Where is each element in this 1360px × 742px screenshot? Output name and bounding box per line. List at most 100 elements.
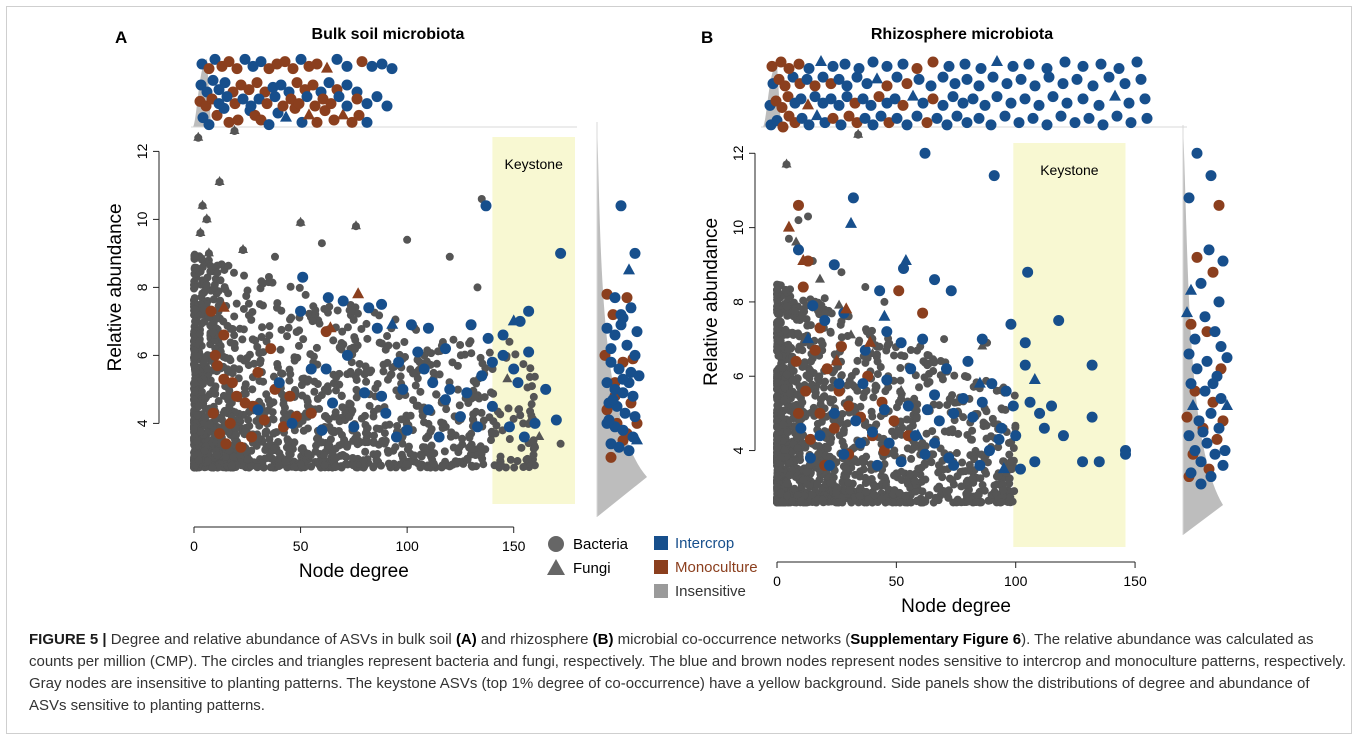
data-point-insensitive	[919, 498, 928, 507]
data-point-insensitive	[774, 317, 783, 326]
top-point	[941, 119, 953, 131]
data-point-insensitive	[773, 443, 782, 452]
top-point	[817, 71, 829, 83]
data-point-fungi-insensitive	[853, 128, 864, 138]
data-point-fungi-insensitive	[834, 299, 845, 309]
top-point	[1093, 99, 1105, 111]
data-point-insensitive	[455, 401, 464, 410]
right-point-intercrop	[629, 247, 641, 259]
data-point-insensitive	[272, 428, 281, 437]
data-point-insensitive	[793, 491, 802, 500]
data-point-insensitive	[448, 460, 457, 469]
caption-ref-a: (A)	[455, 631, 477, 648]
data-point-insensitive	[383, 358, 392, 367]
data-point-insensitive	[827, 309, 836, 318]
data-point-insensitive	[936, 371, 945, 380]
data-point-insensitive	[516, 411, 525, 420]
data-point-insensitive	[859, 458, 868, 467]
top-point	[255, 114, 267, 126]
data-point-insensitive	[527, 400, 536, 409]
data-point-intercrop	[327, 397, 339, 409]
top-point	[1095, 58, 1107, 70]
data-point-insensitive	[776, 336, 785, 345]
data-point-insensitive	[409, 369, 418, 378]
data-point-insensitive	[890, 486, 899, 495]
data-point-insensitive	[340, 452, 349, 461]
data-point-insensitive	[773, 401, 782, 410]
data-point-monoculture	[220, 438, 232, 450]
data-point-intercrop	[881, 326, 893, 338]
data-point-insensitive	[825, 395, 834, 404]
data-point-monoculture	[888, 415, 900, 427]
data-point-intercrop	[397, 383, 409, 395]
data-point-insensitive	[496, 452, 505, 461]
top-point	[833, 99, 845, 111]
top-point	[301, 91, 313, 103]
data-point-insensitive	[923, 350, 932, 359]
data-point-monoculture-fungi	[840, 302, 853, 314]
data-point-insensitive	[252, 441, 261, 450]
data-point-insensitive	[426, 427, 435, 436]
data-point-insensitive	[819, 383, 828, 392]
top-point	[269, 91, 281, 103]
data-point-insensitive	[837, 317, 846, 326]
data-point-insensitive	[317, 438, 326, 447]
top-point	[967, 93, 979, 105]
data-point-insensitive	[902, 477, 911, 486]
data-point-insensitive	[906, 346, 915, 355]
data-point-insensitive	[268, 414, 277, 423]
data-point-insensitive	[381, 345, 390, 354]
top-point	[309, 100, 321, 112]
data-point-insensitive	[782, 370, 791, 379]
top-point	[766, 60, 778, 72]
data-point-insensitive	[794, 216, 803, 225]
data-point-insensitive	[839, 442, 848, 451]
top-point	[857, 93, 869, 105]
data-point-monoculture	[209, 349, 221, 361]
data-point-insensitive	[331, 463, 340, 472]
top-point	[901, 119, 913, 131]
right-point-intercrop	[1209, 448, 1221, 460]
data-point-insensitive	[349, 315, 358, 324]
top-point	[1013, 117, 1025, 129]
data-point-insensitive	[875, 342, 884, 351]
top-point	[796, 112, 808, 124]
top-point	[787, 71, 799, 83]
top-point	[328, 114, 340, 126]
right-point-intercrop	[617, 373, 629, 385]
data-point-intercrop	[933, 415, 945, 427]
right-point-intercrop	[619, 407, 631, 419]
data-point-insensitive	[876, 363, 885, 372]
data-point-intercrop	[497, 349, 509, 361]
top-point	[825, 93, 837, 105]
data-point-insensitive	[191, 317, 200, 326]
top-point	[386, 63, 398, 75]
right-point-intercrop	[1217, 255, 1229, 267]
data-point-insensitive	[798, 312, 807, 321]
data-point-intercrop	[297, 271, 309, 283]
right-point-intercrop	[1189, 445, 1201, 457]
top-point	[979, 99, 991, 111]
data-point-monoculture-fungi	[830, 354, 843, 366]
data-point-insensitive	[406, 411, 415, 420]
data-point-insensitive	[213, 268, 222, 277]
data-point-insensitive	[873, 370, 882, 379]
data-point-insensitive	[448, 358, 457, 367]
data-point-intercrop	[529, 417, 541, 429]
data-point-insensitive	[348, 406, 357, 415]
y-tick-label: 6	[730, 372, 746, 380]
data-point-insensitive	[837, 268, 846, 277]
data-point-insensitive	[911, 477, 920, 486]
data-point-intercrop	[550, 414, 562, 426]
data-point-insensitive	[780, 396, 789, 405]
data-point-intercrop	[555, 247, 567, 259]
data-point-intercrop	[433, 431, 445, 443]
data-point-insensitive	[277, 325, 286, 334]
data-point-intercrop	[1077, 456, 1089, 468]
data-point-insensitive	[990, 481, 999, 490]
data-point-monoculture-fungi	[797, 254, 810, 266]
data-point-insensitive	[489, 417, 498, 426]
data-point-monoculture	[917, 307, 929, 319]
data-point-intercrop	[401, 424, 413, 436]
top-point	[1027, 112, 1039, 124]
